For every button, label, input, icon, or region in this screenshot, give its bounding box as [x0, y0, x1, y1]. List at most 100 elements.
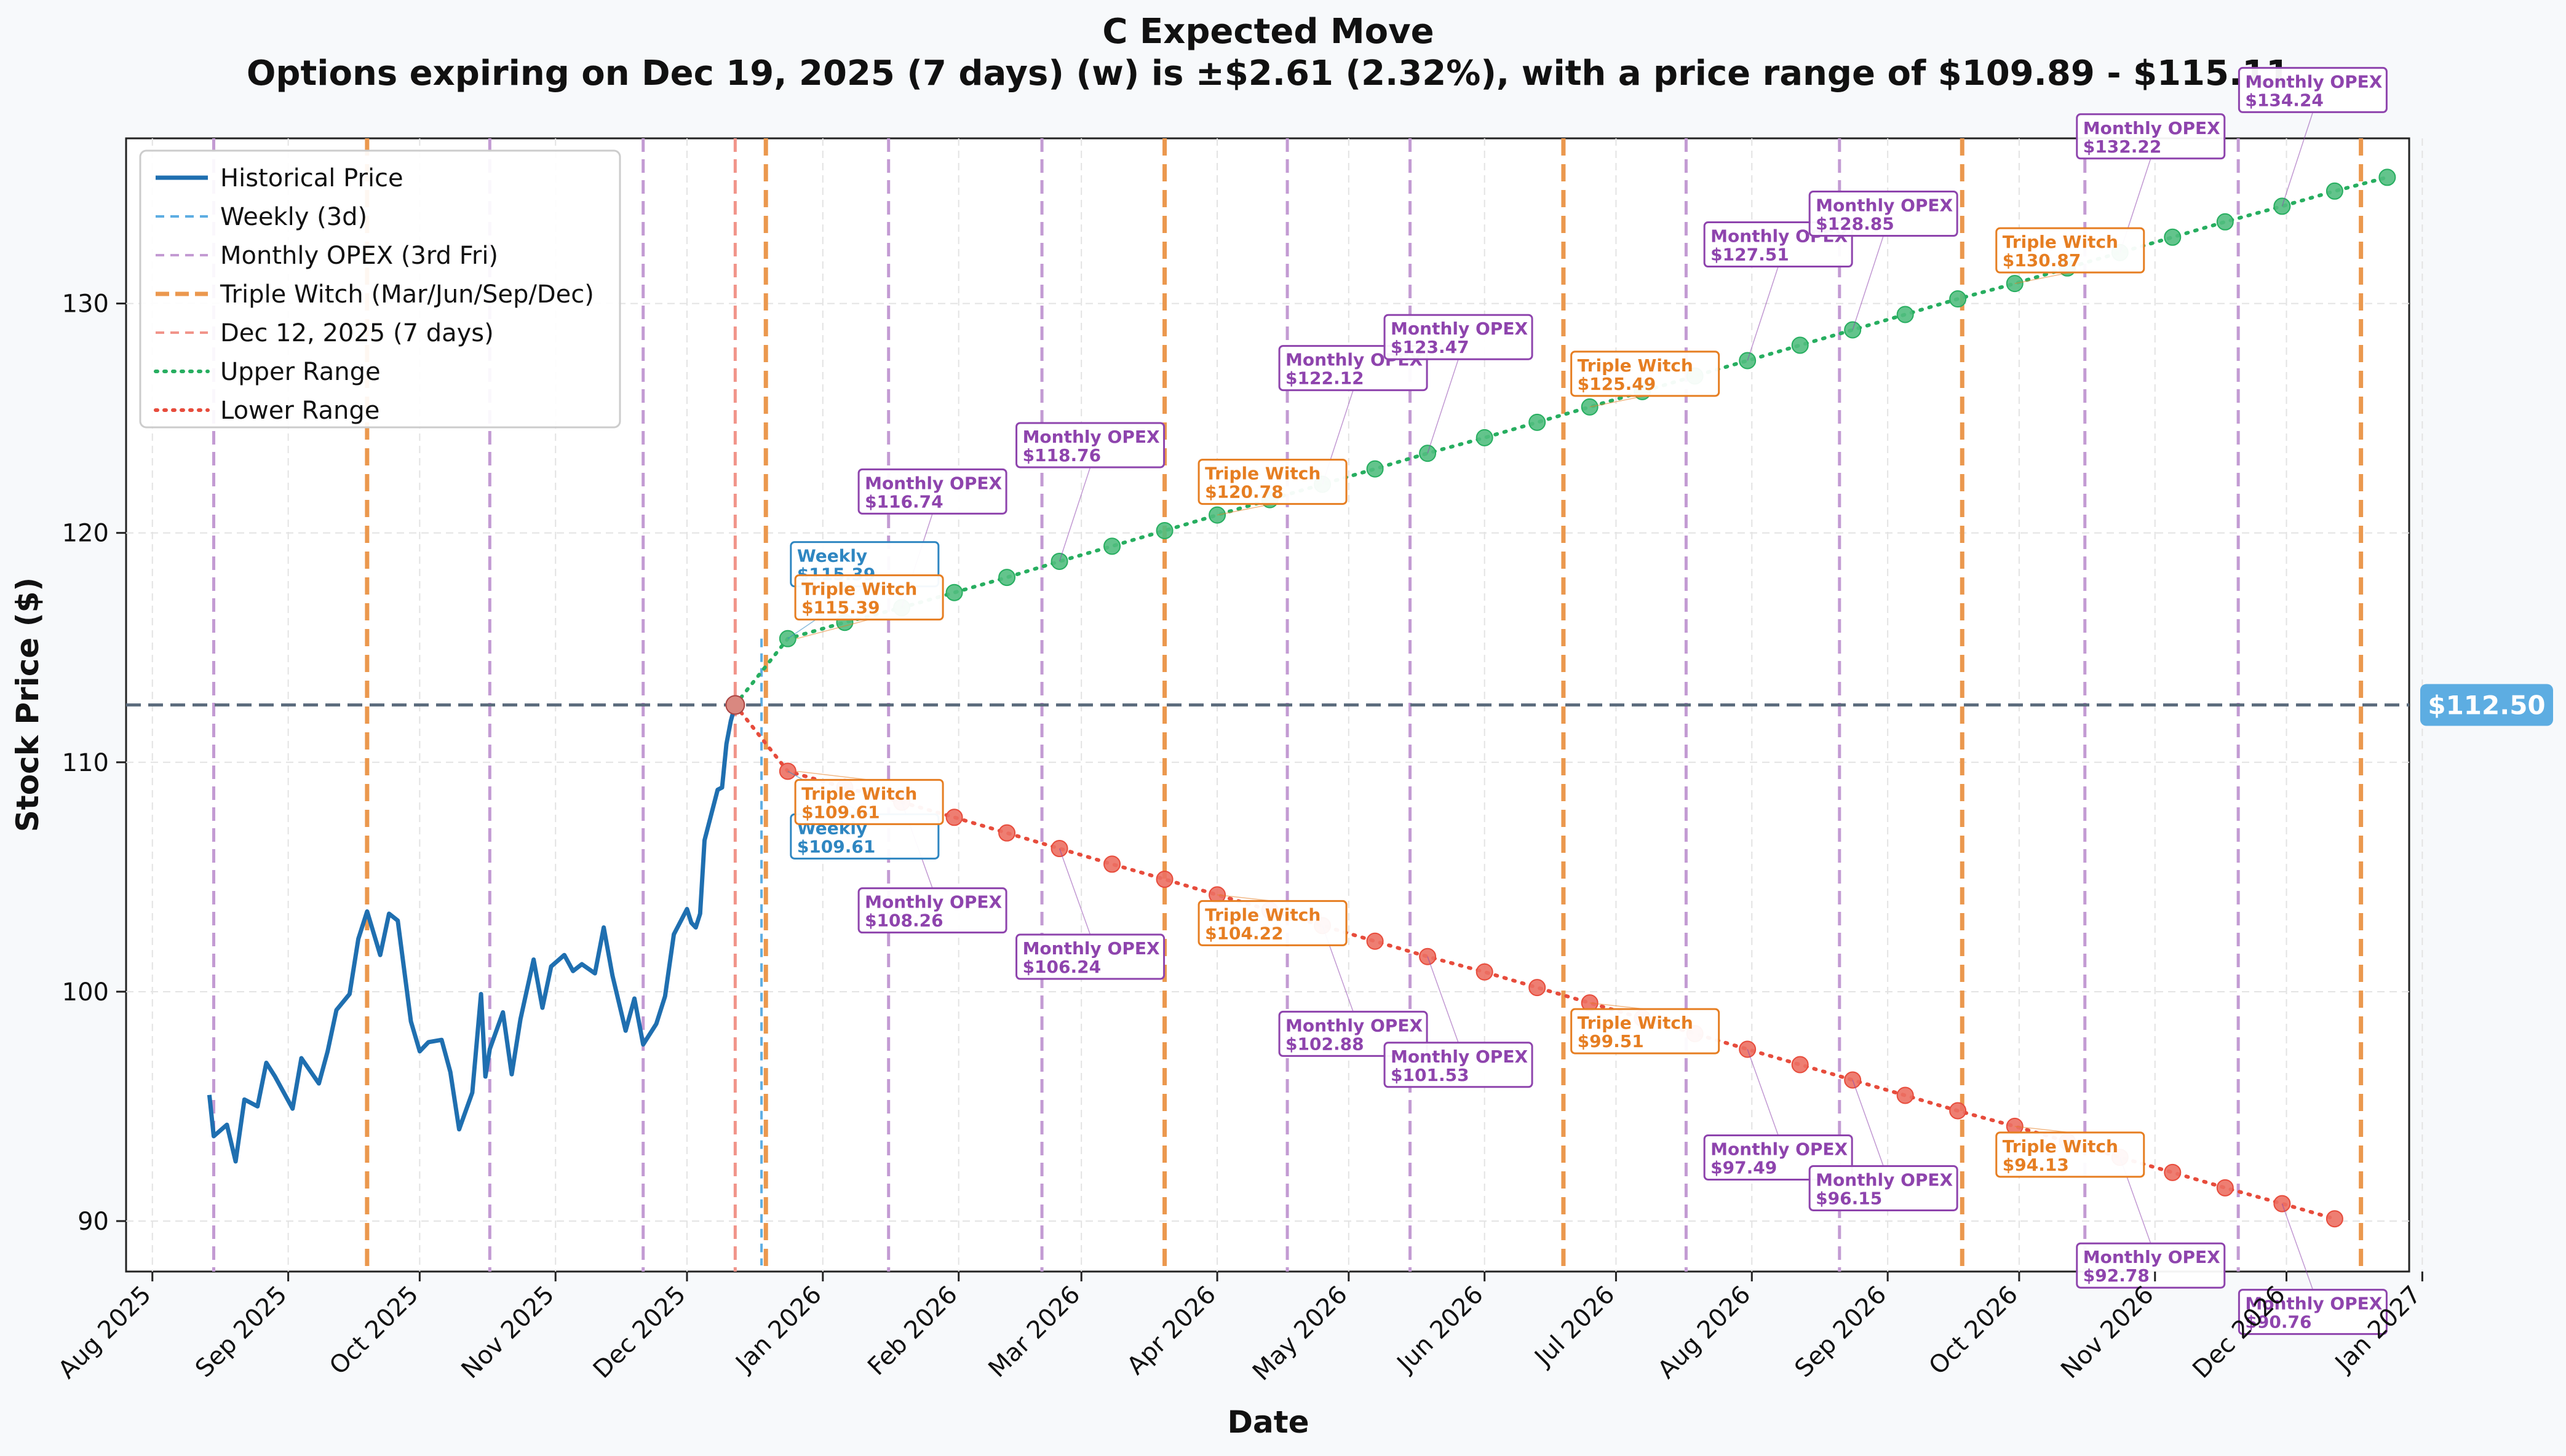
- label-connector: [1589, 1002, 1645, 1010]
- triple-label-box: [1198, 900, 1348, 946]
- monthly-label-name: Monthly OPEX: [865, 892, 1002, 912]
- monthly-label-name: Monthly OPEX: [1023, 938, 1160, 959]
- triple-label-box: [1198, 459, 1348, 505]
- lower-range-point: [1156, 871, 1174, 888]
- label-connector: [1217, 503, 1273, 516]
- legend-entry: Dec 12, 2025 (7 days): [220, 319, 494, 347]
- upper-range-point: [1528, 413, 1546, 431]
- label-connector: [796, 619, 870, 639]
- label-connector: [2281, 112, 2314, 207]
- lower-range-point: [2326, 1210, 2343, 1228]
- triple-label-name: Triple Witch: [2003, 1136, 2118, 1157]
- upper-range-line: [733, 175, 2389, 707]
- lower-range-point: [1366, 932, 1384, 950]
- legend-entry: Triple Witch (Mar/Jun/Sep/Dec): [220, 280, 594, 309]
- monthly-label-price: $118.76: [1023, 445, 1102, 465]
- lower-range-point: [1949, 1102, 1967, 1120]
- upper-range-point: [1949, 290, 1967, 308]
- label-connector: [1427, 359, 1459, 454]
- annotations: Weekly$115.39Triple Witch$115.39Monthly …: [790, 66, 2388, 1335]
- monthly-label-box: [1383, 314, 1533, 360]
- lower-range-point: [945, 809, 963, 826]
- legend-entry: Monthly OPEX (3rd Fri): [220, 242, 498, 270]
- monthly-label-price: $101.53: [1391, 1065, 1469, 1085]
- triple-label-name: Triple Witch: [1578, 1013, 1693, 1033]
- monthly-label-price: $116.74: [865, 491, 943, 512]
- upper-range-point: [2326, 182, 2343, 200]
- monthly-label-price: $90.76: [2245, 1312, 2311, 1332]
- upper-range-point: [2378, 168, 2396, 186]
- monthly-label-price: $122.12: [1285, 368, 1364, 389]
- triple-label-name: Triple Witch: [801, 579, 917, 599]
- label-connector: [1589, 395, 1645, 408]
- triple-label-box: [1570, 1008, 1720, 1054]
- label-connector: [2014, 272, 2070, 284]
- monthly-label-price: $108.26: [865, 911, 943, 931]
- current-price-badge-box: [2420, 684, 2553, 726]
- weekly-label-name: Weekly: [797, 546, 867, 566]
- monthly-label-box: [857, 468, 1007, 515]
- chart-subtitle: Options expiring on Dec 19, 2025 (7 days…: [247, 53, 2290, 93]
- monthly-label-box: [1015, 933, 1166, 980]
- lower-range-point: [2164, 1163, 2182, 1181]
- monthly-label-price: $92.78: [2083, 1265, 2150, 1286]
- triple-label-price: $130.87: [2003, 250, 2081, 271]
- legend-box: [139, 149, 621, 429]
- triple-label-price: $120.78: [1205, 482, 1284, 502]
- triple-label-price: $125.49: [1578, 374, 1656, 394]
- triple-label-box: [794, 778, 944, 825]
- monthly-label-price: $127.51: [1710, 245, 1789, 265]
- legend-entry: Historical Price: [220, 164, 403, 192]
- label-connector: [796, 770, 870, 781]
- y-tick-label: 100: [62, 978, 109, 1007]
- label-connector: [1059, 848, 1091, 935]
- upper-range-point: [2216, 213, 2234, 231]
- y-tick-label: 130: [62, 290, 109, 318]
- monthly-label-price: $97.49: [1710, 1157, 1777, 1177]
- monthly-label-name: Monthly OPEX: [2245, 1294, 2382, 1314]
- current-price-badge: $112.50: [2420, 684, 2553, 726]
- monthly-label-name: Monthly OPEX: [2083, 1247, 2220, 1267]
- monthly-label-name: Monthly OPEX: [1391, 318, 1528, 339]
- label-connector: [2014, 1126, 2070, 1133]
- monthly-label-name: Monthly OPEX: [1023, 427, 1160, 447]
- monthly-label-price: $96.15: [1816, 1188, 1882, 1208]
- upper-range-point: [945, 584, 963, 601]
- legend-entry: Upper Range: [220, 358, 381, 386]
- lower-range-point: [1791, 1056, 1809, 1074]
- monthly-label-name: Monthly OPEX: [865, 473, 1002, 493]
- triple-label-box: [794, 574, 944, 621]
- label-connector: [1747, 266, 1779, 361]
- upper-range-point: [1476, 429, 1493, 446]
- monthly-label-name: Monthly OPEX: [2083, 118, 2220, 138]
- label-connector: [1747, 1049, 1779, 1136]
- monthly-label-price: $102.88: [1285, 1034, 1364, 1054]
- triple-label-name: Triple Witch: [1205, 464, 1321, 484]
- label-connector: [1852, 235, 1884, 330]
- monthly-label-box: [2076, 113, 2226, 160]
- current-price-label: $112.50: [2428, 690, 2545, 721]
- label-connector: [1217, 894, 1273, 902]
- label-connector: [1852, 1080, 1884, 1166]
- lower-range-point: [998, 824, 1016, 842]
- triple-label-price: $99.51: [1578, 1031, 1644, 1051]
- legend[interactable]: Historical Price Weekly (3d) Monthly OPEX …: [139, 149, 621, 429]
- upper-range-point: [1156, 521, 1174, 539]
- lower-range-point: [2216, 1179, 2234, 1197]
- lower-range-point: [1476, 963, 1493, 981]
- label-connector: [2281, 1203, 2314, 1290]
- upper-range-point: [1896, 306, 1914, 323]
- upper-range-point: [998, 569, 1016, 587]
- monthly-label-box: [1808, 191, 1958, 237]
- triple-label-box: [1995, 1131, 2145, 1178]
- triple-label-price: $115.39: [801, 598, 880, 618]
- lower-range-point: [1896, 1086, 1914, 1104]
- monthly-label-name: Monthly OPEX: [1391, 1046, 1528, 1067]
- triple-label-price: $109.61: [801, 802, 880, 822]
- y-tick-label: 120: [62, 520, 109, 548]
- monthly-label-price: $106.24: [1023, 957, 1102, 977]
- triple-label-name: Triple Witch: [1205, 904, 1321, 925]
- legend-entry: Weekly (3d): [220, 203, 367, 231]
- monthly-label-name: Monthly OPEX: [1710, 1139, 1848, 1159]
